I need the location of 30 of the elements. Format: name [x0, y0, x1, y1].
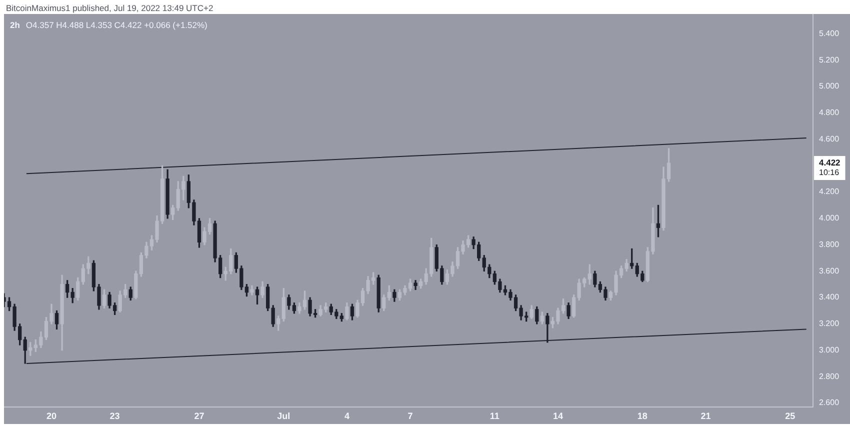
text: 10:16: [819, 168, 840, 178]
x-tick-label: 11: [490, 410, 500, 421]
y-tick-label: 4.200: [819, 187, 840, 196]
y-tick-label: 4.600: [819, 134, 840, 144]
x-tick-label: 18: [637, 410, 648, 421]
y-tick-label: 4.800: [819, 108, 840, 118]
text: 4.422: [819, 157, 841, 168]
x-tick-label: 25: [785, 410, 796, 421]
y-tick-label: 3.800: [819, 240, 840, 249]
x-tick-label: 23: [110, 410, 120, 421]
y-tick-label: 3.000: [819, 345, 840, 354]
y-tick-label: 5.200: [819, 55, 840, 64]
y-tick-label: 3.200: [819, 319, 840, 328]
y-tick-label: 4.000: [819, 214, 840, 223]
x-tick-label: Jul: [277, 410, 290, 421]
x-tick-label: 7: [408, 410, 413, 421]
text: O4.357 H4.488 L4.353 C4.422 +0.066 (+1.52%): [26, 20, 208, 30]
y-tick-label: 3.600: [819, 266, 840, 276]
x-tick-label: 14: [552, 410, 563, 421]
x-tick-label: 27: [194, 410, 204, 421]
x-tick-label: 4: [344, 410, 350, 421]
y-tick-label: 2.800: [819, 372, 840, 381]
y-tick-label: 5.400: [819, 28, 840, 38]
text: 2h: [10, 20, 20, 30]
text: BitcoinMaximus1 published, Jul 19, 2022 13:49 UTC+2: [6, 3, 214, 13]
x-tick-label: 20: [46, 410, 56, 421]
y-tick-label: 3.400: [819, 292, 840, 302]
y-tick-label: 2.600: [819, 398, 840, 408]
x-tick-label: 21: [700, 410, 711, 421]
y-tick-label: 5.000: [819, 82, 840, 91]
